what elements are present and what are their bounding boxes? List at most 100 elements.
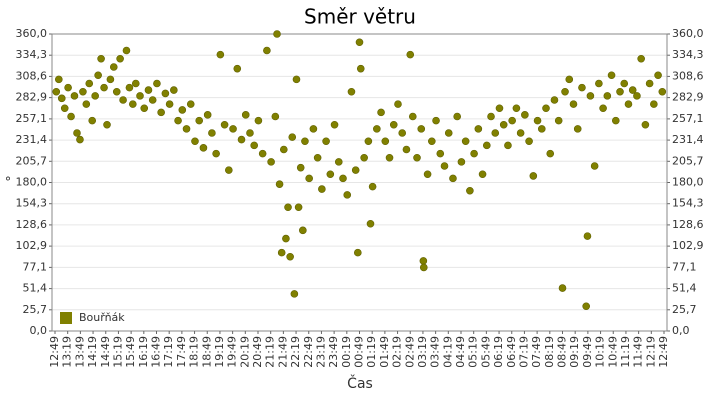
point [364,137,373,146]
point [161,89,170,98]
point [491,129,500,137]
x-tick-label: 07:49 [530,336,543,368]
point [182,125,191,133]
x-tick-label: 12:19 [644,336,657,368]
x-tick-label: 21:49 [276,336,289,368]
point [116,54,124,63]
x-tick-label: 05:49 [479,336,492,368]
x-tick-label: 08:19 [543,336,556,368]
point [641,120,650,129]
y2-tick-label: 0,0 [672,324,690,337]
point [178,106,187,114]
point [440,162,449,170]
x-tick-label: 04:49 [454,336,467,368]
point [495,104,504,113]
point [103,120,111,129]
point [288,133,297,141]
point [470,149,478,158]
point [546,149,555,158]
x-tick-label: 20:49 [251,336,264,368]
point [533,116,542,125]
x-tick-label: 00:49 [353,336,366,368]
y-tick-label: 102,9 [16,239,48,252]
x-tick-label: 22:49 [302,336,315,368]
x-tick-label: 11:49 [632,336,645,368]
point [220,120,229,129]
point [537,125,546,133]
y2-tick-label: 180,0 [672,176,704,189]
x-tick-label: 23:49 [327,336,340,368]
point [637,54,645,63]
point [85,79,94,88]
point [109,63,118,71]
point [351,166,360,174]
point [654,71,662,80]
y2-tick-label: 25,7 [672,303,697,316]
point [508,116,516,125]
x-tick-label: 08:49 [556,336,569,368]
point [119,96,127,104]
x-tick-label: 19:49 [226,336,239,368]
point [607,71,616,80]
point [558,284,567,292]
point [305,174,313,183]
point [521,111,529,119]
x-axis-label: Čas [347,374,373,392]
x-tick-label: 02:19 [391,336,404,368]
x-tick-label: 09:19 [568,336,581,368]
x-tick-label: 15:49 [124,336,137,368]
point [406,50,415,59]
point [419,257,428,265]
y2-tick-label: 128,6 [672,218,704,231]
point [174,116,182,125]
x-tick-label: 03:19 [416,336,429,368]
point [233,64,242,73]
point [620,79,629,88]
point [542,104,550,113]
y-axis-label: ° [5,176,12,191]
x-tick-label: 06:19 [492,336,505,368]
point [394,100,402,108]
y2-tick-label: 205,7 [672,154,704,167]
point [296,163,305,172]
x-tick-label: 01:19 [365,336,378,368]
point [457,158,466,166]
point [354,248,362,257]
point [326,170,335,179]
y2-tick-label: 231,4 [672,133,704,146]
x-tick-label: 14:19 [86,336,99,368]
x-tick-label: 13:49 [73,336,86,368]
point [339,174,347,183]
point [199,144,208,152]
chart-title: Směr větru [304,5,416,29]
y2-tick-label: 77,1 [672,260,697,273]
point [82,100,91,108]
x-tick-label: 09:49 [581,336,594,368]
x-tick-label: 19:19 [213,336,226,368]
point [208,129,216,137]
point [428,137,436,146]
point [100,83,108,92]
point [195,116,204,125]
point [70,92,79,100]
point [582,302,590,311]
point [91,92,99,100]
point [318,185,326,193]
point [474,125,483,133]
point [52,87,61,96]
point [512,104,521,113]
point [263,46,271,55]
x-tick-label: 04:19 [441,336,454,368]
point [292,75,301,84]
point [273,30,281,38]
legend-swatch [60,312,72,324]
x-tick-label: 18:49 [200,336,213,368]
x-tick-label: 15:19 [111,336,124,368]
point [466,186,474,195]
y2-tick-label: 51,4 [672,282,697,295]
x-tick-label: 02:49 [403,336,416,368]
y-tick-label: 77,1 [23,260,48,273]
point [112,87,121,96]
x-tick-label: 00:19 [340,336,353,368]
point [569,100,578,108]
